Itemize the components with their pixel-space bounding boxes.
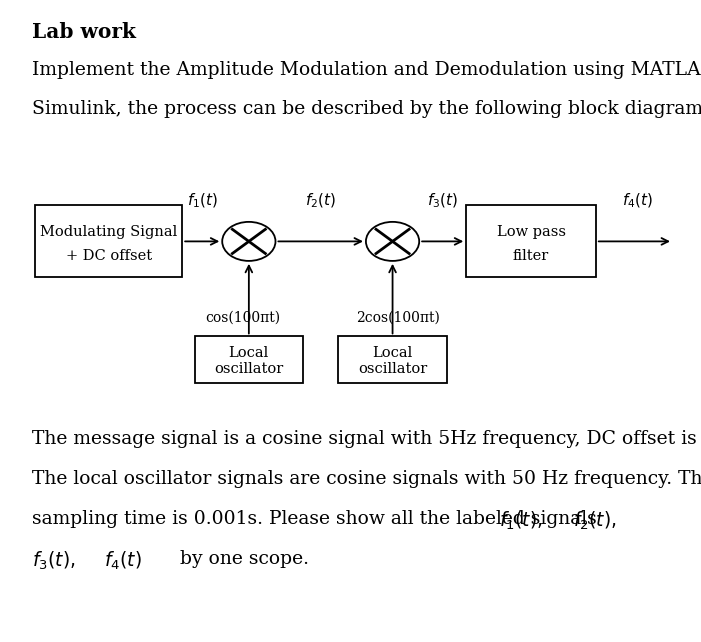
Text: The message signal is a cosine signal with 5Hz frequency, DC offset is 2V.: The message signal is a cosine signal wi… <box>32 430 701 448</box>
Text: $f_4(t)$: $f_4(t)$ <box>622 191 653 209</box>
Text: Local: Local <box>229 346 269 360</box>
Text: oscillator: oscillator <box>358 361 427 376</box>
FancyBboxPatch shape <box>339 336 447 383</box>
Text: The local oscillator signals are cosine signals with 50 Hz frequency. The: The local oscillator signals are cosine … <box>32 470 701 488</box>
Text: $f_4(t)$: $f_4(t)$ <box>104 550 142 572</box>
Text: by one scope.: by one scope. <box>168 550 309 568</box>
Circle shape <box>222 222 275 261</box>
Text: $f_1(t),$: $f_1(t),$ <box>499 510 543 532</box>
Circle shape <box>366 222 419 261</box>
Text: filter: filter <box>513 248 549 263</box>
Text: + DC offset: + DC offset <box>66 248 151 263</box>
Text: Implement the Amplitude Modulation and Demodulation using MATLAB: Implement the Amplitude Modulation and D… <box>32 61 701 79</box>
Text: oscillator: oscillator <box>215 361 283 376</box>
Text: Modulating Signal: Modulating Signal <box>40 225 177 239</box>
Text: $f_3(t)$: $f_3(t)$ <box>427 191 458 209</box>
Text: $f_1(t)$: $f_1(t)$ <box>186 191 218 209</box>
Text: Low pass: Low pass <box>496 225 566 239</box>
Text: $f_2(t)$: $f_2(t)$ <box>305 191 336 209</box>
FancyBboxPatch shape <box>195 336 304 383</box>
Text: sampling time is 0.001s. Please show all the labeled signals: sampling time is 0.001s. Please show all… <box>32 510 608 528</box>
Text: Lab work: Lab work <box>32 22 135 42</box>
Text: Simulink, the process can be described by the following block diagram:: Simulink, the process can be described b… <box>32 100 701 117</box>
Text: 2cos(100πt): 2cos(100πt) <box>356 311 440 325</box>
FancyBboxPatch shape <box>466 205 596 277</box>
Text: $f_2(t),$: $f_2(t),$ <box>573 510 617 532</box>
Text: Local: Local <box>372 346 413 360</box>
FancyBboxPatch shape <box>35 205 182 277</box>
Text: $f_3(t),$: $f_3(t),$ <box>32 550 75 572</box>
Text: cos(100πt): cos(100πt) <box>205 311 281 325</box>
